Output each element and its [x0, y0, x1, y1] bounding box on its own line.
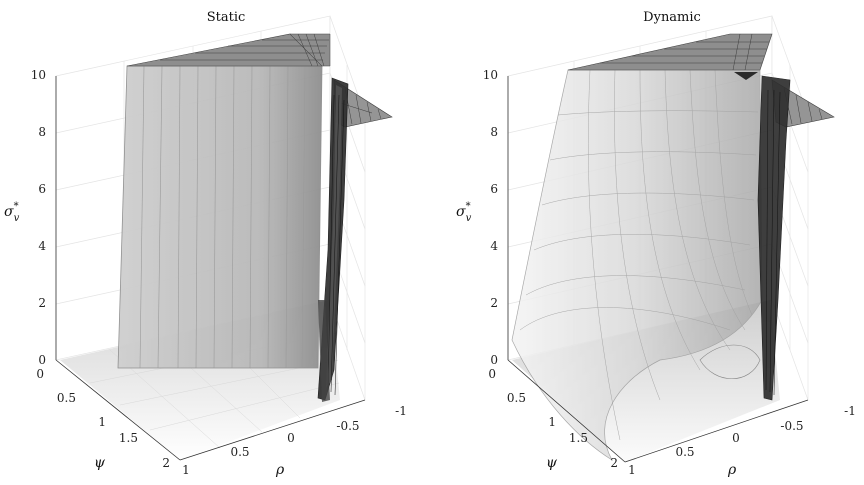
- dynamic-z-tick-6: 6: [490, 182, 498, 196]
- dynamic-z-tick-10: 10: [483, 68, 498, 82]
- dynamic-psi-tick-0.5: 0.5: [507, 391, 526, 405]
- dynamic-psi-axis-label: ψ: [546, 455, 558, 471]
- static-rho-tick--0.5: -0.5: [336, 419, 359, 433]
- static-axes: [55, 76, 366, 461]
- static-rho-tick-1: 1: [182, 463, 190, 477]
- dynamic-rho-tick-0.5: 0.5: [675, 445, 694, 459]
- static-z-tick-2: 2: [38, 296, 46, 310]
- dynamic-axes: [507, 76, 809, 463]
- static-psi-tick-0: 0: [36, 367, 44, 381]
- static-psi-axis-label: ψ: [94, 455, 106, 471]
- static-z-tick-4: 4: [38, 239, 46, 253]
- static-z-axis-label-main: σ: [4, 204, 14, 220]
- static-rho-axis-label: ρ: [275, 462, 285, 478]
- dynamic-z-tick-8: 8: [490, 125, 498, 139]
- dynamic-z-axis-label-main: σ: [456, 204, 466, 220]
- static-z-axis-label-sub: v: [14, 213, 20, 224]
- dynamic-z-axis-label-sub: v: [466, 213, 472, 224]
- static-psi-ticks: 0 0.5 1 1.5 2: [36, 367, 170, 470]
- dynamic-title: Dynamic: [643, 10, 701, 25]
- static-z-tick-6: 6: [38, 182, 46, 196]
- dynamic-psi-tick-2: 2: [610, 456, 618, 470]
- dynamic-rho-tick--0.5: -0.5: [780, 419, 803, 433]
- dynamic-surface: [511, 33, 835, 462]
- static-psi-tick-1: 1: [98, 415, 106, 429]
- dynamic-psi-tick-0: 0: [488, 367, 496, 381]
- static-psi-tick-0.5: 0.5: [57, 391, 76, 405]
- static-z-axis-label-sup: *: [14, 201, 19, 212]
- static-rho-tick-0: 0: [287, 431, 295, 445]
- dynamic-z-tick-2: 2: [490, 296, 498, 310]
- dynamic-rho-tick-0: 0: [732, 431, 740, 445]
- dynamic-rho-axis-label: ρ: [727, 462, 737, 478]
- dynamic-rho-tick--1: -1: [844, 404, 856, 418]
- static-psi-tick-1.5: 1.5: [119, 431, 138, 445]
- static-title: Static: [207, 10, 246, 25]
- dynamic-psi-tick-1.5: 1.5: [569, 431, 588, 445]
- dynamic-psi-tick-1: 1: [548, 415, 556, 429]
- static-z-tick-0: 0: [38, 353, 46, 367]
- static-plot: Static 0 2 4 6 8 10 σ* v 0 0.5 1 1.5 2 ψ …: [4, 10, 407, 478]
- dynamic-rho-tick-1: 1: [628, 463, 636, 477]
- static-rho-tick--1: -1: [395, 404, 407, 418]
- static-rho-ticks: 1 0.5 0 -0.5 -1: [182, 404, 407, 477]
- static-z-tick-10: 10: [31, 68, 46, 82]
- dynamic-z-ticks: 0 2 4 6 8 10: [483, 68, 499, 367]
- static-z-ticks: 0 2 4 6 8 10: [31, 68, 47, 367]
- dynamic-plot: Dynamic 0 2 4 6 8 10 σ* v 0 0.5 1 1.5 2 ψ…: [456, 10, 856, 478]
- dynamic-z-axis-label: σ* v: [456, 201, 472, 224]
- dynamic-psi-ticks: 0 0.5 1 1.5 2: [488, 367, 618, 470]
- static-rho-tick-0.5: 0.5: [230, 445, 249, 459]
- static-z-tick-8: 8: [38, 125, 46, 139]
- dynamic-z-tick-0: 0: [490, 353, 498, 367]
- static-surface: [60, 33, 393, 460]
- dynamic-rho-ticks: 1 0.5 0 -0.5 -1: [628, 404, 856, 477]
- static-z-axis-label: σ* v: [4, 201, 20, 224]
- static-psi-tick-2: 2: [162, 456, 170, 470]
- dynamic-z-tick-4: 4: [490, 239, 498, 253]
- dynamic-z-axis-label-sup: *: [466, 201, 471, 212]
